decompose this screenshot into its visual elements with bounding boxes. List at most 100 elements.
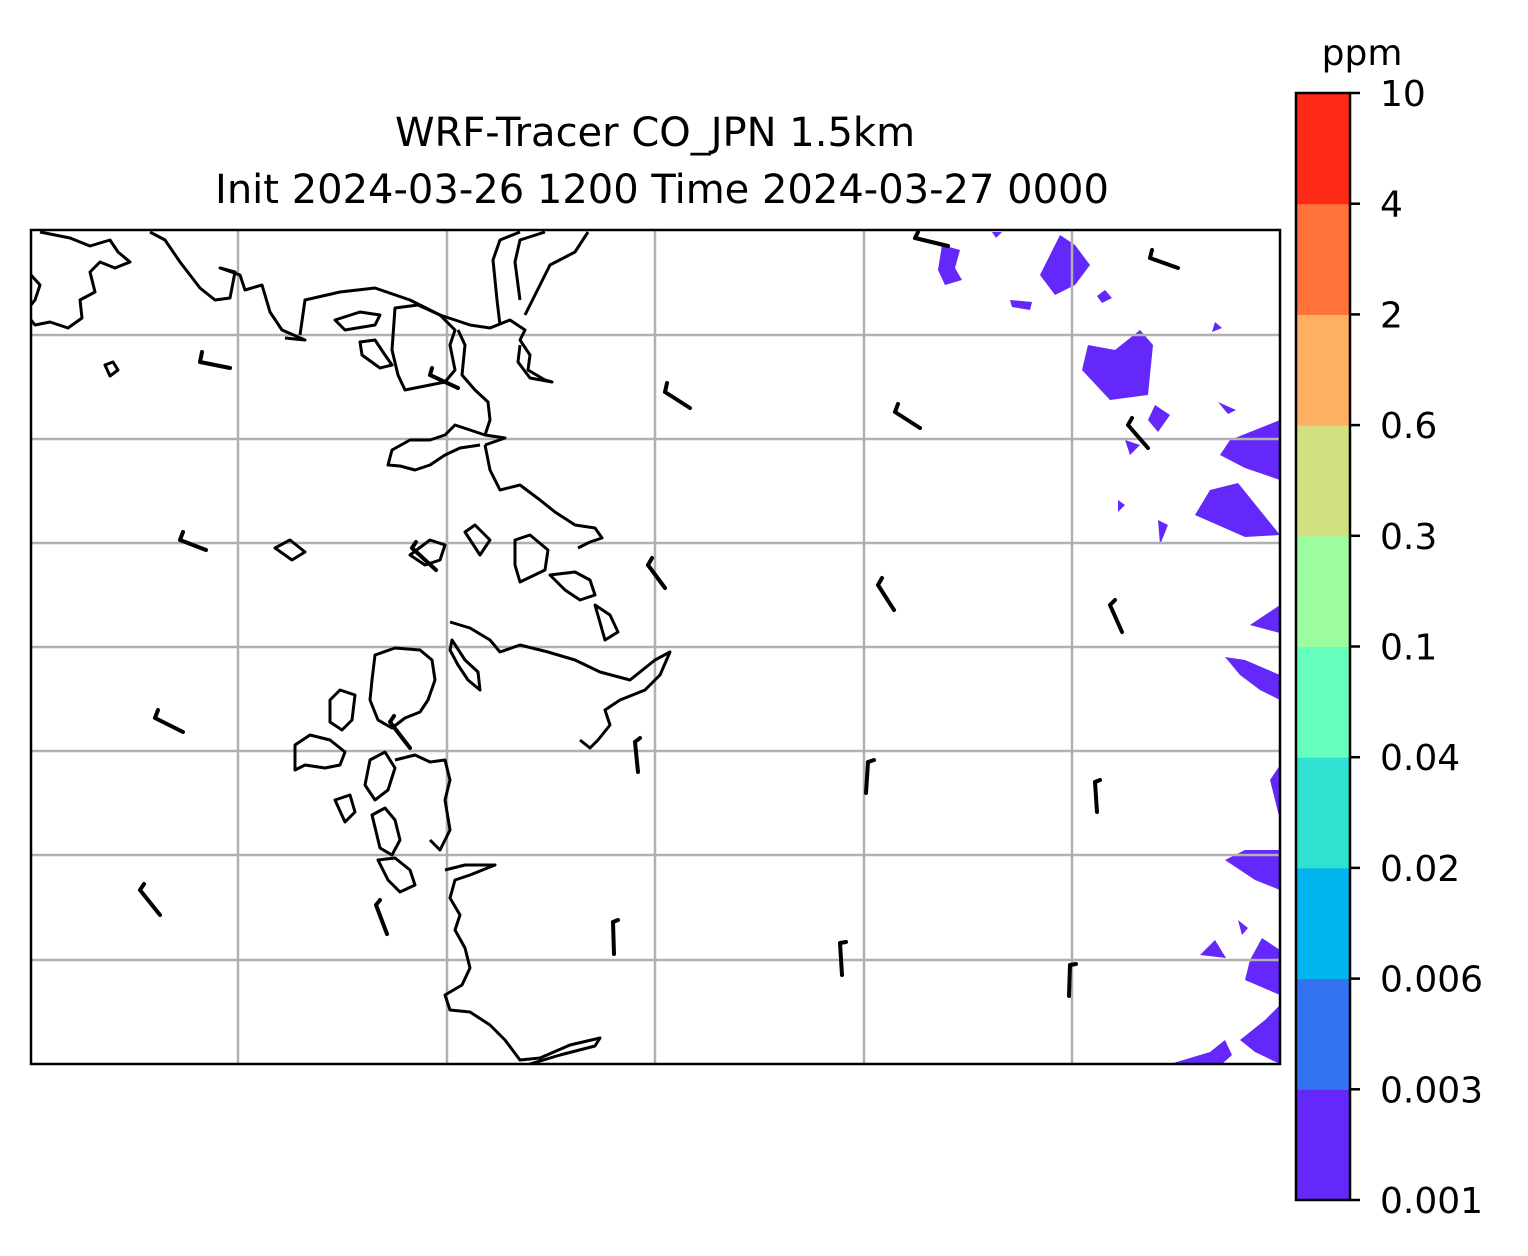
coastline-mid bbox=[328, 688, 357, 732]
coastline-north bbox=[491, 230, 521, 326]
coastline-north bbox=[513, 230, 546, 301]
coastlines bbox=[31, 230, 672, 1064]
coastline-south bbox=[376, 856, 417, 894]
coastline-north bbox=[31, 273, 42, 306]
tracer-patch bbox=[1082, 330, 1153, 400]
tracer-patch bbox=[1220, 420, 1280, 480]
wind-barb bbox=[1067, 962, 1078, 998]
colorbar-band bbox=[1296, 867, 1350, 980]
colorbar-tick-label: 0.001 bbox=[1380, 1181, 1483, 1222]
tracer-patch bbox=[1212, 322, 1222, 332]
wind-barb bbox=[1126, 416, 1150, 450]
wind-barbs bbox=[138, 230, 1180, 998]
coastline-mid bbox=[368, 646, 437, 730]
coastline-south bbox=[293, 733, 347, 772]
coastline-north bbox=[149, 230, 307, 342]
coastline-north bbox=[31, 230, 132, 330]
wind-barb bbox=[374, 898, 389, 936]
tracer-patch bbox=[1170, 1040, 1232, 1064]
tracer-patch bbox=[1097, 290, 1112, 303]
tracer-patch bbox=[1225, 850, 1280, 890]
tracer-patch bbox=[1010, 300, 1032, 310]
coastline-mid bbox=[386, 423, 486, 472]
colorbar-tick-label: 0.1 bbox=[1380, 628, 1437, 669]
tracer-contours bbox=[938, 232, 1280, 1064]
wind-barb bbox=[864, 758, 876, 795]
tracer-patch bbox=[1158, 520, 1168, 545]
tracer-patch bbox=[1240, 1005, 1280, 1064]
colorbar-band bbox=[1296, 535, 1350, 647]
tracer-patch bbox=[1200, 940, 1226, 958]
colorbar-tick-label: 4 bbox=[1380, 185, 1403, 226]
wind-barb bbox=[663, 381, 692, 410]
title-line-1: WRF-Tracer CO_JPN 1.5km bbox=[395, 110, 915, 156]
coastline-south bbox=[333, 793, 357, 824]
coastline-mid bbox=[593, 603, 620, 642]
wind-barb bbox=[410, 540, 438, 572]
coastline-mid bbox=[463, 523, 492, 557]
wind-barb bbox=[388, 714, 412, 750]
colorbar-unit-label: ppm bbox=[1322, 33, 1403, 74]
tracer-patch bbox=[1225, 657, 1280, 700]
colorbar-tick-label: 0.6 bbox=[1380, 406, 1437, 447]
wind-barb bbox=[633, 736, 642, 774]
colorbar-tick-label: 0.02 bbox=[1380, 849, 1460, 890]
tracer-patch bbox=[1245, 938, 1280, 995]
wind-barb bbox=[1093, 778, 1102, 814]
wind-barb bbox=[198, 350, 232, 370]
colorbar-frame bbox=[1294, 91, 1352, 1202]
colorbar: 0.001 0.003 0.006 0.02 0.04 0.1 0.3 0.6 2 4 10 bbox=[1296, 74, 1483, 1222]
coastline-north bbox=[298, 286, 554, 384]
tracer-patch bbox=[1148, 405, 1170, 432]
wind-barb bbox=[611, 918, 620, 956]
coastline-south bbox=[363, 750, 397, 802]
tracer-patch bbox=[938, 245, 962, 285]
tracer-patch bbox=[992, 232, 1002, 238]
colorbar-tick-label: 2 bbox=[1380, 295, 1403, 336]
colorbar-tick-label: 0.04 bbox=[1380, 738, 1460, 779]
wind-barb bbox=[1148, 248, 1180, 270]
coastline-mid bbox=[483, 444, 604, 550]
tracer-patch bbox=[1238, 920, 1248, 935]
colorbar-tick-label: 0.006 bbox=[1380, 960, 1483, 1001]
coastline-mid bbox=[273, 538, 307, 562]
wind-barb bbox=[893, 402, 922, 430]
wind-barb bbox=[913, 230, 950, 248]
wind-barb bbox=[178, 530, 208, 552]
wind-barb bbox=[646, 556, 667, 590]
map-frame bbox=[29, 228, 1282, 1066]
colorbar-band bbox=[1296, 425, 1350, 537]
colorbar-band bbox=[1296, 93, 1350, 205]
wind-barb bbox=[876, 576, 896, 612]
coastline-south bbox=[370, 806, 402, 857]
wind-barb bbox=[153, 708, 185, 734]
coastline-north bbox=[103, 360, 120, 378]
coastline-north bbox=[456, 329, 507, 447]
colorbar-band bbox=[1296, 757, 1350, 869]
colorbar-band bbox=[1296, 203, 1350, 315]
tracer-patch bbox=[1250, 605, 1280, 633]
wind-barb bbox=[838, 940, 848, 977]
colorbar-tick-label: 0.003 bbox=[1380, 1070, 1483, 1111]
wind-barb bbox=[1108, 598, 1124, 634]
coastline-north bbox=[358, 338, 394, 370]
coastline-north bbox=[333, 310, 382, 332]
gridlines bbox=[31, 230, 1280, 1064]
colorbar-band bbox=[1296, 1089, 1350, 1201]
colorbar-band bbox=[1296, 314, 1350, 426]
wind-barb bbox=[138, 882, 162, 917]
coastline-mid bbox=[513, 533, 550, 584]
wind-barb bbox=[428, 366, 460, 390]
coastline-mid bbox=[448, 638, 482, 692]
tracer-patch bbox=[1195, 483, 1280, 537]
title-line-2: Init 2024-03-26 1200 Time 2024-03-27 000… bbox=[215, 167, 1109, 213]
coastline-south bbox=[443, 863, 602, 1064]
tracer-patch bbox=[1118, 500, 1125, 512]
map-panel bbox=[31, 230, 1280, 1064]
tracer-patch bbox=[1125, 440, 1140, 455]
colorbar-band bbox=[1296, 978, 1350, 1090]
coastline-north bbox=[390, 303, 457, 392]
colorbar-tick-label: 0.3 bbox=[1380, 517, 1437, 558]
tracer-patch bbox=[1040, 235, 1090, 295]
